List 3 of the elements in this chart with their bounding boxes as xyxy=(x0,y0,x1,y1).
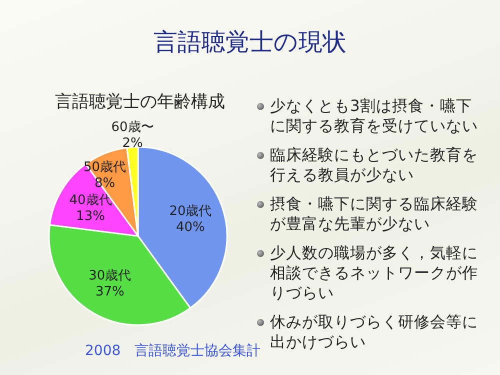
title: 言語聴覚士の現状 xyxy=(152,27,348,58)
subtitle: 言語聴覚士の年齢構成 xyxy=(55,91,225,113)
source: 2008 言語聴覚士協会集計 xyxy=(85,342,261,360)
